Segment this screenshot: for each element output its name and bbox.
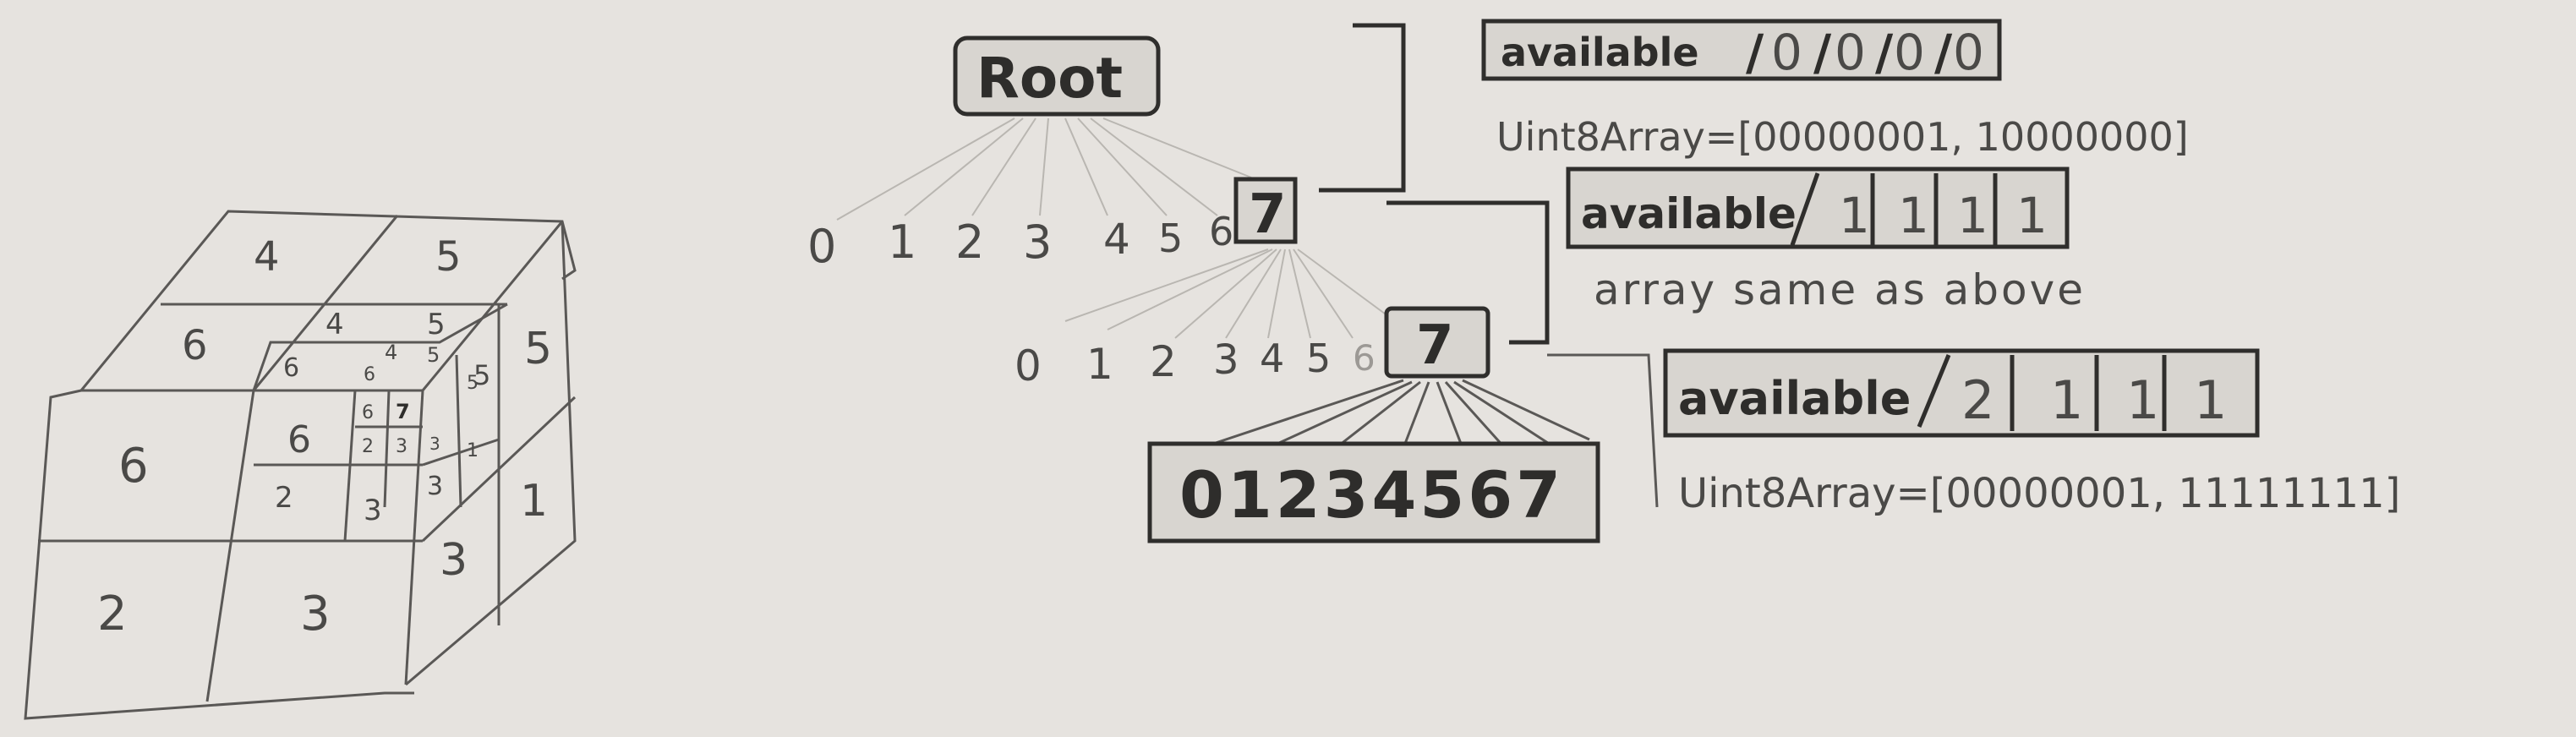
cube-inner-top-5: 5 (427, 343, 440, 367)
level2-child-6: 6 (1353, 337, 1376, 379)
cube-inner-top-4: 4 (385, 341, 397, 364)
level1-fan-lines (1064, 248, 1396, 339)
row3-available-label: available (1678, 372, 1911, 425)
leaf-row-digits: 01234567 (1179, 457, 1564, 532)
cube-inner-top-6: 6 (364, 364, 375, 385)
row1-available-label: available (1501, 30, 1699, 75)
row2-cell-0: 1 (1839, 187, 1870, 244)
cube-front-right-edge (404, 390, 424, 685)
row2-cell-1: 1 (1898, 187, 1929, 244)
level2-selected-box (1384, 306, 1490, 379)
cube-mid-front-2: 2 (275, 481, 293, 515)
cube-inner-top (252, 303, 508, 391)
cube-mid-front-3: 3 (364, 494, 382, 527)
cube-mid-top-6: 6 (283, 353, 299, 383)
row1-cell-3: 0 (1953, 24, 1984, 81)
cube-mid-side-5: 5 (473, 359, 490, 391)
cube-mid-side-3: 3 (427, 472, 443, 501)
row3-cell-1: 1 (2050, 369, 2083, 431)
row1-sep-2: / (1813, 24, 1832, 81)
level2-child-0: 0 (1015, 341, 1042, 390)
cube-inner-side-1: 1 (467, 440, 479, 461)
level2-child-2: 2 (1150, 337, 1177, 386)
row2-cell-2: 1 (1957, 187, 1988, 244)
cube-inner-sub-v (383, 390, 391, 508)
cube-side-back-edge (405, 221, 577, 686)
row1-cell-0: 0 (1771, 24, 1802, 81)
cube-inner-front-3: 3 (396, 436, 407, 457)
row1-sep-3: / (1875, 24, 1894, 81)
cube-side-label-1: 1 (520, 476, 548, 527)
row2-available-label: available (1581, 189, 1797, 238)
level2-selected-7: 7 (1416, 314, 1454, 377)
level1-child-6: 6 (1209, 209, 1233, 254)
row1-sep-4: / (1934, 24, 1953, 81)
level1-child-0: 0 (807, 220, 836, 273)
row2-sep (1790, 172, 1820, 246)
level2-child-4: 4 (1260, 336, 1284, 381)
cube-mid-front-6: 6 (287, 418, 311, 461)
level2-child-3: 3 (1213, 336, 1239, 384)
row2-array-text: array same as above (1594, 265, 2086, 314)
cube-side-label-5: 5 (524, 324, 552, 374)
root-node-label: Root (976, 46, 1123, 111)
cube-front-label-3: 3 (300, 587, 331, 641)
cube-top-right-edge (421, 221, 564, 391)
row2-available-box (1566, 167, 2070, 249)
octree-cube: 4 5 6 6 2 3 5 1 3 4 5 6 6 2 3 5 3 4 5 6 … (24, 210, 577, 720)
bracket-row2 (1386, 200, 1550, 345)
cube-inner-side-5: 5 (467, 373, 479, 394)
row3-cell-3: 1 (2194, 369, 2227, 431)
cube-top-label-6: 6 (182, 322, 208, 369)
cube-inner-sub-side (455, 354, 462, 508)
row1-sep: / (1746, 24, 1764, 81)
cube-front-face (24, 389, 414, 720)
level1-selected-box (1233, 177, 1298, 244)
bracket-row1 (1319, 23, 1406, 193)
cube-inner-side-h (422, 438, 500, 467)
level1-child-4: 4 (1103, 215, 1130, 264)
cube-top-label-4: 4 (254, 233, 280, 281)
level2-child-1: 1 (1086, 340, 1113, 389)
level2-child-5: 5 (1306, 336, 1331, 381)
connectors (1319, 23, 1659, 508)
root-fan-lines (836, 117, 1252, 221)
level1-child-3: 3 (1023, 216, 1052, 269)
bracket-row3 (1547, 353, 1659, 508)
octree-diagram: Root 0 1 2 3 4 5 6 7 (807, 35, 1600, 543)
row1-cell-1: 0 (1835, 24, 1866, 81)
row3-array-text: Uint8Array=[00000001, 11111111] (1678, 470, 2400, 517)
leaf-row-box (1147, 441, 1600, 543)
cube-inner-side-3: 3 (429, 434, 440, 454)
note-row-2: available 1 1 1 1 array same as above (1566, 167, 2086, 314)
level2-fan-lines (1200, 379, 1590, 450)
note-row-1: available / 0 / 0 / 0 / 0 Uint8Array=[00… (1481, 19, 2189, 160)
note-row-3: available 2 1 1 1 Uint8Array=[00000001, … (1663, 348, 2400, 517)
cube-front-label-2: 2 (97, 587, 128, 641)
row1-cell-2: 0 (1894, 24, 1925, 81)
cube-inner-front-2: 2 (362, 436, 374, 457)
row3-available-box (1663, 348, 2260, 438)
level1-child-5: 5 (1158, 216, 1183, 261)
root-node-box (953, 35, 1161, 117)
row3-sep (1917, 354, 1951, 428)
level1-child-1: 1 (888, 216, 916, 269)
row3-cell-0: 2 (1961, 369, 1994, 431)
cube-front-mid-v (205, 390, 255, 702)
row1-available-box (1481, 19, 2002, 81)
cube-front-label-6: 6 (118, 439, 149, 494)
cube-mid-top-4: 4 (325, 308, 344, 341)
level1-selected-7: 7 (1249, 183, 1287, 246)
level1-child-2: 2 (955, 216, 984, 269)
cube-side-label-3: 3 (440, 535, 468, 586)
row3-cell-2: 1 (2126, 369, 2159, 431)
cube-top-mid-v (252, 215, 399, 391)
cube-inner-front-6: 6 (362, 402, 374, 423)
row1-array-text: Uint8Array=[00000001, 10000000] (1496, 114, 2189, 160)
row2-cell-3: 1 (2016, 187, 2048, 244)
cube-mid-top-5: 5 (427, 308, 446, 341)
cube-inner-front-7: 7 (396, 400, 410, 423)
cube-top-label-5: 5 (435, 233, 462, 281)
